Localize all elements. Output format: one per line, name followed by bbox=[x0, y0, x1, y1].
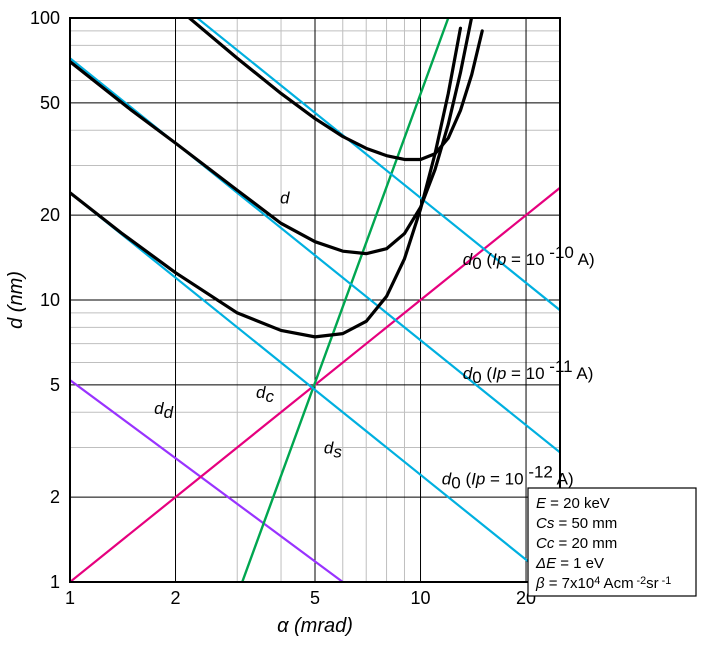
y-tick-label: 20 bbox=[40, 205, 60, 225]
y-tick-label: 2 bbox=[50, 487, 60, 507]
series-d_curve_high bbox=[85, 0, 483, 159]
annotation-ann_dd: dd bbox=[154, 399, 173, 422]
x-axis-label: α (mrad) bbox=[277, 615, 353, 637]
y-axis-label: d (nm) bbox=[5, 271, 27, 329]
annotation-ann_d: d bbox=[280, 188, 290, 207]
aberration-chart: 1251020125102050100α (mrad)d (nm)ddddcds… bbox=[0, 0, 707, 669]
series-d_curve_mid bbox=[70, 17, 472, 254]
grid-major bbox=[70, 18, 560, 582]
y-tick-label: 100 bbox=[30, 8, 60, 28]
y-tick-label: 1 bbox=[50, 572, 60, 592]
parameter-line: Cs = 50 mm bbox=[536, 515, 617, 532]
x-tick-label: 2 bbox=[171, 588, 181, 608]
parameter-line: Cc = 20 mm bbox=[536, 535, 617, 552]
x-tick-label: 1 bbox=[65, 588, 75, 608]
x-tick-label: 10 bbox=[411, 588, 431, 608]
annotation-ann_dc: dc bbox=[256, 383, 274, 406]
x-tick-label: 5 bbox=[310, 588, 320, 608]
annotation-ann_ds: ds bbox=[324, 439, 342, 462]
parameter-line: β = 7x104 Acm -2sr -1 bbox=[535, 575, 671, 592]
parameter-line: E = 20 keV bbox=[536, 495, 610, 512]
y-tick-label: 5 bbox=[50, 375, 60, 395]
parameter-line: ΔE = 1 eV bbox=[535, 555, 604, 572]
y-tick-label: 50 bbox=[40, 93, 60, 113]
series-d_d bbox=[70, 380, 343, 582]
annotation-ann_d0_11: d0 (Ip = 10 -11 A) bbox=[463, 357, 594, 387]
y-tick-label: 10 bbox=[40, 290, 60, 310]
